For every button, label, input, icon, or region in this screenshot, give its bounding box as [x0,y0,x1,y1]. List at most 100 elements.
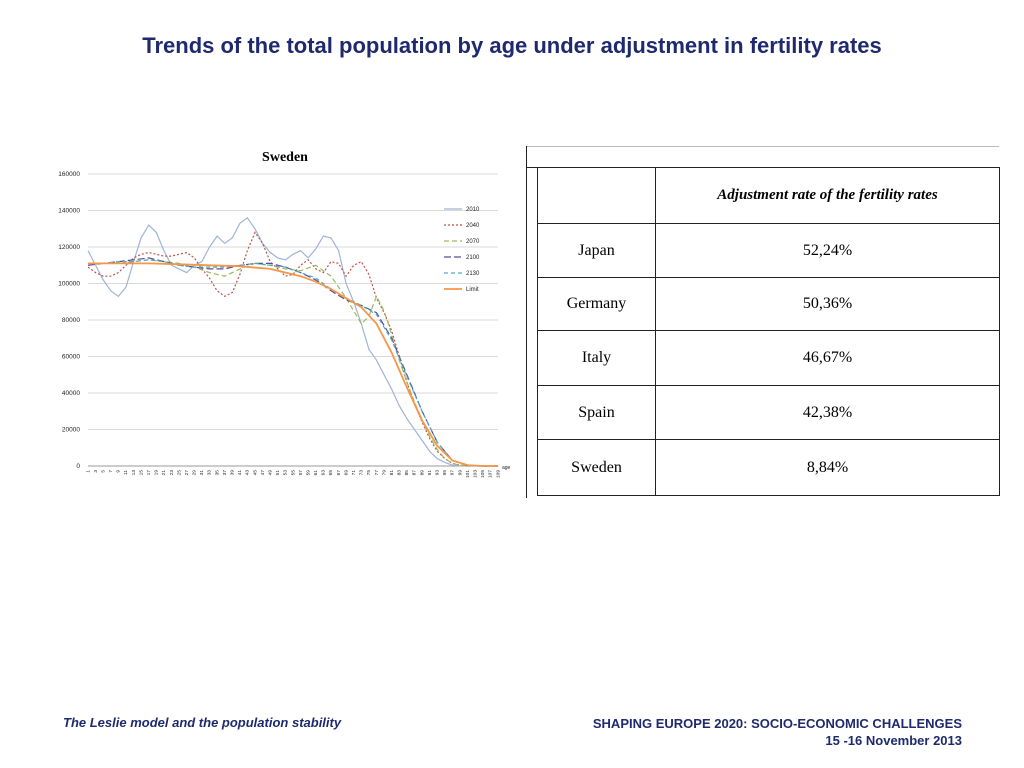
x-tick-label: 35 [214,470,220,476]
x-tick-label: 25 [176,470,182,476]
frame-tick-right [517,167,537,168]
x-tick-label: 85 [404,470,410,476]
series-line-limit [88,262,498,467]
x-tick-label: 43 [245,470,251,476]
frame-top-right [527,146,999,147]
x-tick-label: 89 [419,470,425,476]
rate-cell: 46,67% [655,330,1000,386]
legend-label: Limit [466,287,479,293]
footer-conference-title: SHAPING EUROPE 2020: SOCIO-ECONOMIC CHAL… [592,716,962,731]
series-line-2130 [88,259,498,467]
x-tick-label: 99 [457,470,463,476]
table-row: Japan 52,24% [537,223,1000,278]
footer-conference-date: 15 -16 November 2013 [825,733,962,748]
x-tick-label: 5 [100,470,106,473]
x-tick-label: 107 [488,470,494,478]
x-tick-label: 11 [123,470,129,475]
x-tick-label: 93 [435,470,441,476]
x-tick-label: 95 [442,470,448,476]
legend-label: 2070 [466,239,480,245]
y-tick-label: 0 [76,463,80,470]
footer-left-caption: The Leslie model and the population stab… [63,715,342,730]
x-tick-label: 83 [397,470,403,476]
rate-cell: 42,38% [655,385,1000,440]
fertility-rates-table: Adjustment rate of the fertility rates J… [537,167,1000,496]
axis-layer: 0 20000 40000 60000 80000 100000 120000 140000 1… [58,171,510,478]
country-cell: Japan [537,223,656,278]
x-tick-label: 23 [169,470,175,476]
x-tick-label: 37 [222,470,228,476]
x-tick-label: 69 [343,470,349,476]
series-layer [87,216,498,467]
table-row: Sweden 8,84% [537,439,1000,496]
country-cell: Italy [537,330,656,386]
x-tick-label: 81 [389,470,395,476]
y-tick-label: 60000 [62,354,80,361]
population-chart: Sweden 0 20000 40000 60000 80000 100000 120000… [42,146,526,498]
table-row: Germany 50,36% [537,277,1000,331]
y-tick-label: 40000 [62,390,80,397]
x-tick-label: 87 [412,470,418,476]
series-line-2100 [87,257,498,467]
x-tick-label: 39 [230,470,236,476]
table-header-row: Adjustment rate of the fertility rates [537,167,1000,224]
x-tick-label: 71 [351,470,357,476]
series-line-2040 [87,231,498,467]
grid-layer [88,173,498,467]
footer-right-caption: SHAPING EUROPE 2020: SOCIO-ECONOMIC CHAL… [593,715,962,749]
x-tick-label: 103 [472,470,478,478]
chart-title: Sweden [262,150,308,165]
rate-cell: 52,24% [655,223,1000,278]
x-tick-label: 57 [298,470,304,476]
x-tick-label: 63 [321,470,327,476]
x-tick-label: 75 [366,470,372,476]
x-tick-label: 33 [207,470,213,476]
x-tick-label: 3 [93,470,99,473]
country-cell: Spain [537,385,656,440]
x-tick-label: 1 [85,470,91,473]
x-tick-label: 67 [336,470,342,476]
x-tick-label: 109 [495,470,501,478]
x-tick-label: 7 [108,470,114,473]
x-tick-label: 53 [283,470,289,476]
x-tick-label: 17 [146,470,152,476]
country-cell: Sweden [537,439,656,496]
rate-cell: 50,36% [655,277,1000,331]
table-row: Spain 42,38% [537,385,1000,440]
x-tick-label: 9 [116,470,122,473]
x-tick-label: 73 [359,470,365,476]
x-tick-label: 27 [184,470,190,476]
series-line-2070 [87,259,498,467]
x-axis-label: age [502,465,511,471]
legend-label: 2130 [466,271,480,277]
chart-legend: 2010 2040 2070 2100 2130 Limit [444,207,480,293]
x-tick-label: 77 [374,470,380,476]
y-tick-label: 20000 [62,427,80,434]
legend-label: 2040 [466,223,480,229]
y-tick-label: 100000 [58,281,80,288]
x-tick-label: 65 [328,470,334,476]
x-tick-label: 47 [260,470,266,476]
x-tick-label: 51 [275,470,281,476]
x-tick-label: 19 [154,470,160,476]
x-tick-label: 31 [199,470,205,476]
x-tick-label: 49 [267,470,273,476]
rate-cell: 8,84% [655,439,1000,496]
series-line-2010 [87,216,498,467]
x-tick-label: 61 [313,470,319,476]
legend-label: 2100 [466,255,480,261]
x-tick-label: 13 [131,470,137,476]
y-tick-label: 80000 [62,317,80,324]
header-country-cell [537,167,656,224]
x-tick-label: 21 [161,470,167,476]
y-tick-label: 160000 [58,171,80,178]
x-tick-label: 55 [290,470,296,476]
legend-label: 2010 [466,207,480,213]
x-tick-label: 15 [138,470,144,476]
slide-title: Trends of the total population by age un… [142,33,882,58]
country-cell: Germany [537,277,656,331]
x-tick-label: 101 [465,470,471,478]
y-tick-label: 140000 [58,208,80,215]
x-tick-label: 45 [252,470,258,476]
header-rate-cell: Adjustment rate of the fertility rates [655,167,1000,224]
